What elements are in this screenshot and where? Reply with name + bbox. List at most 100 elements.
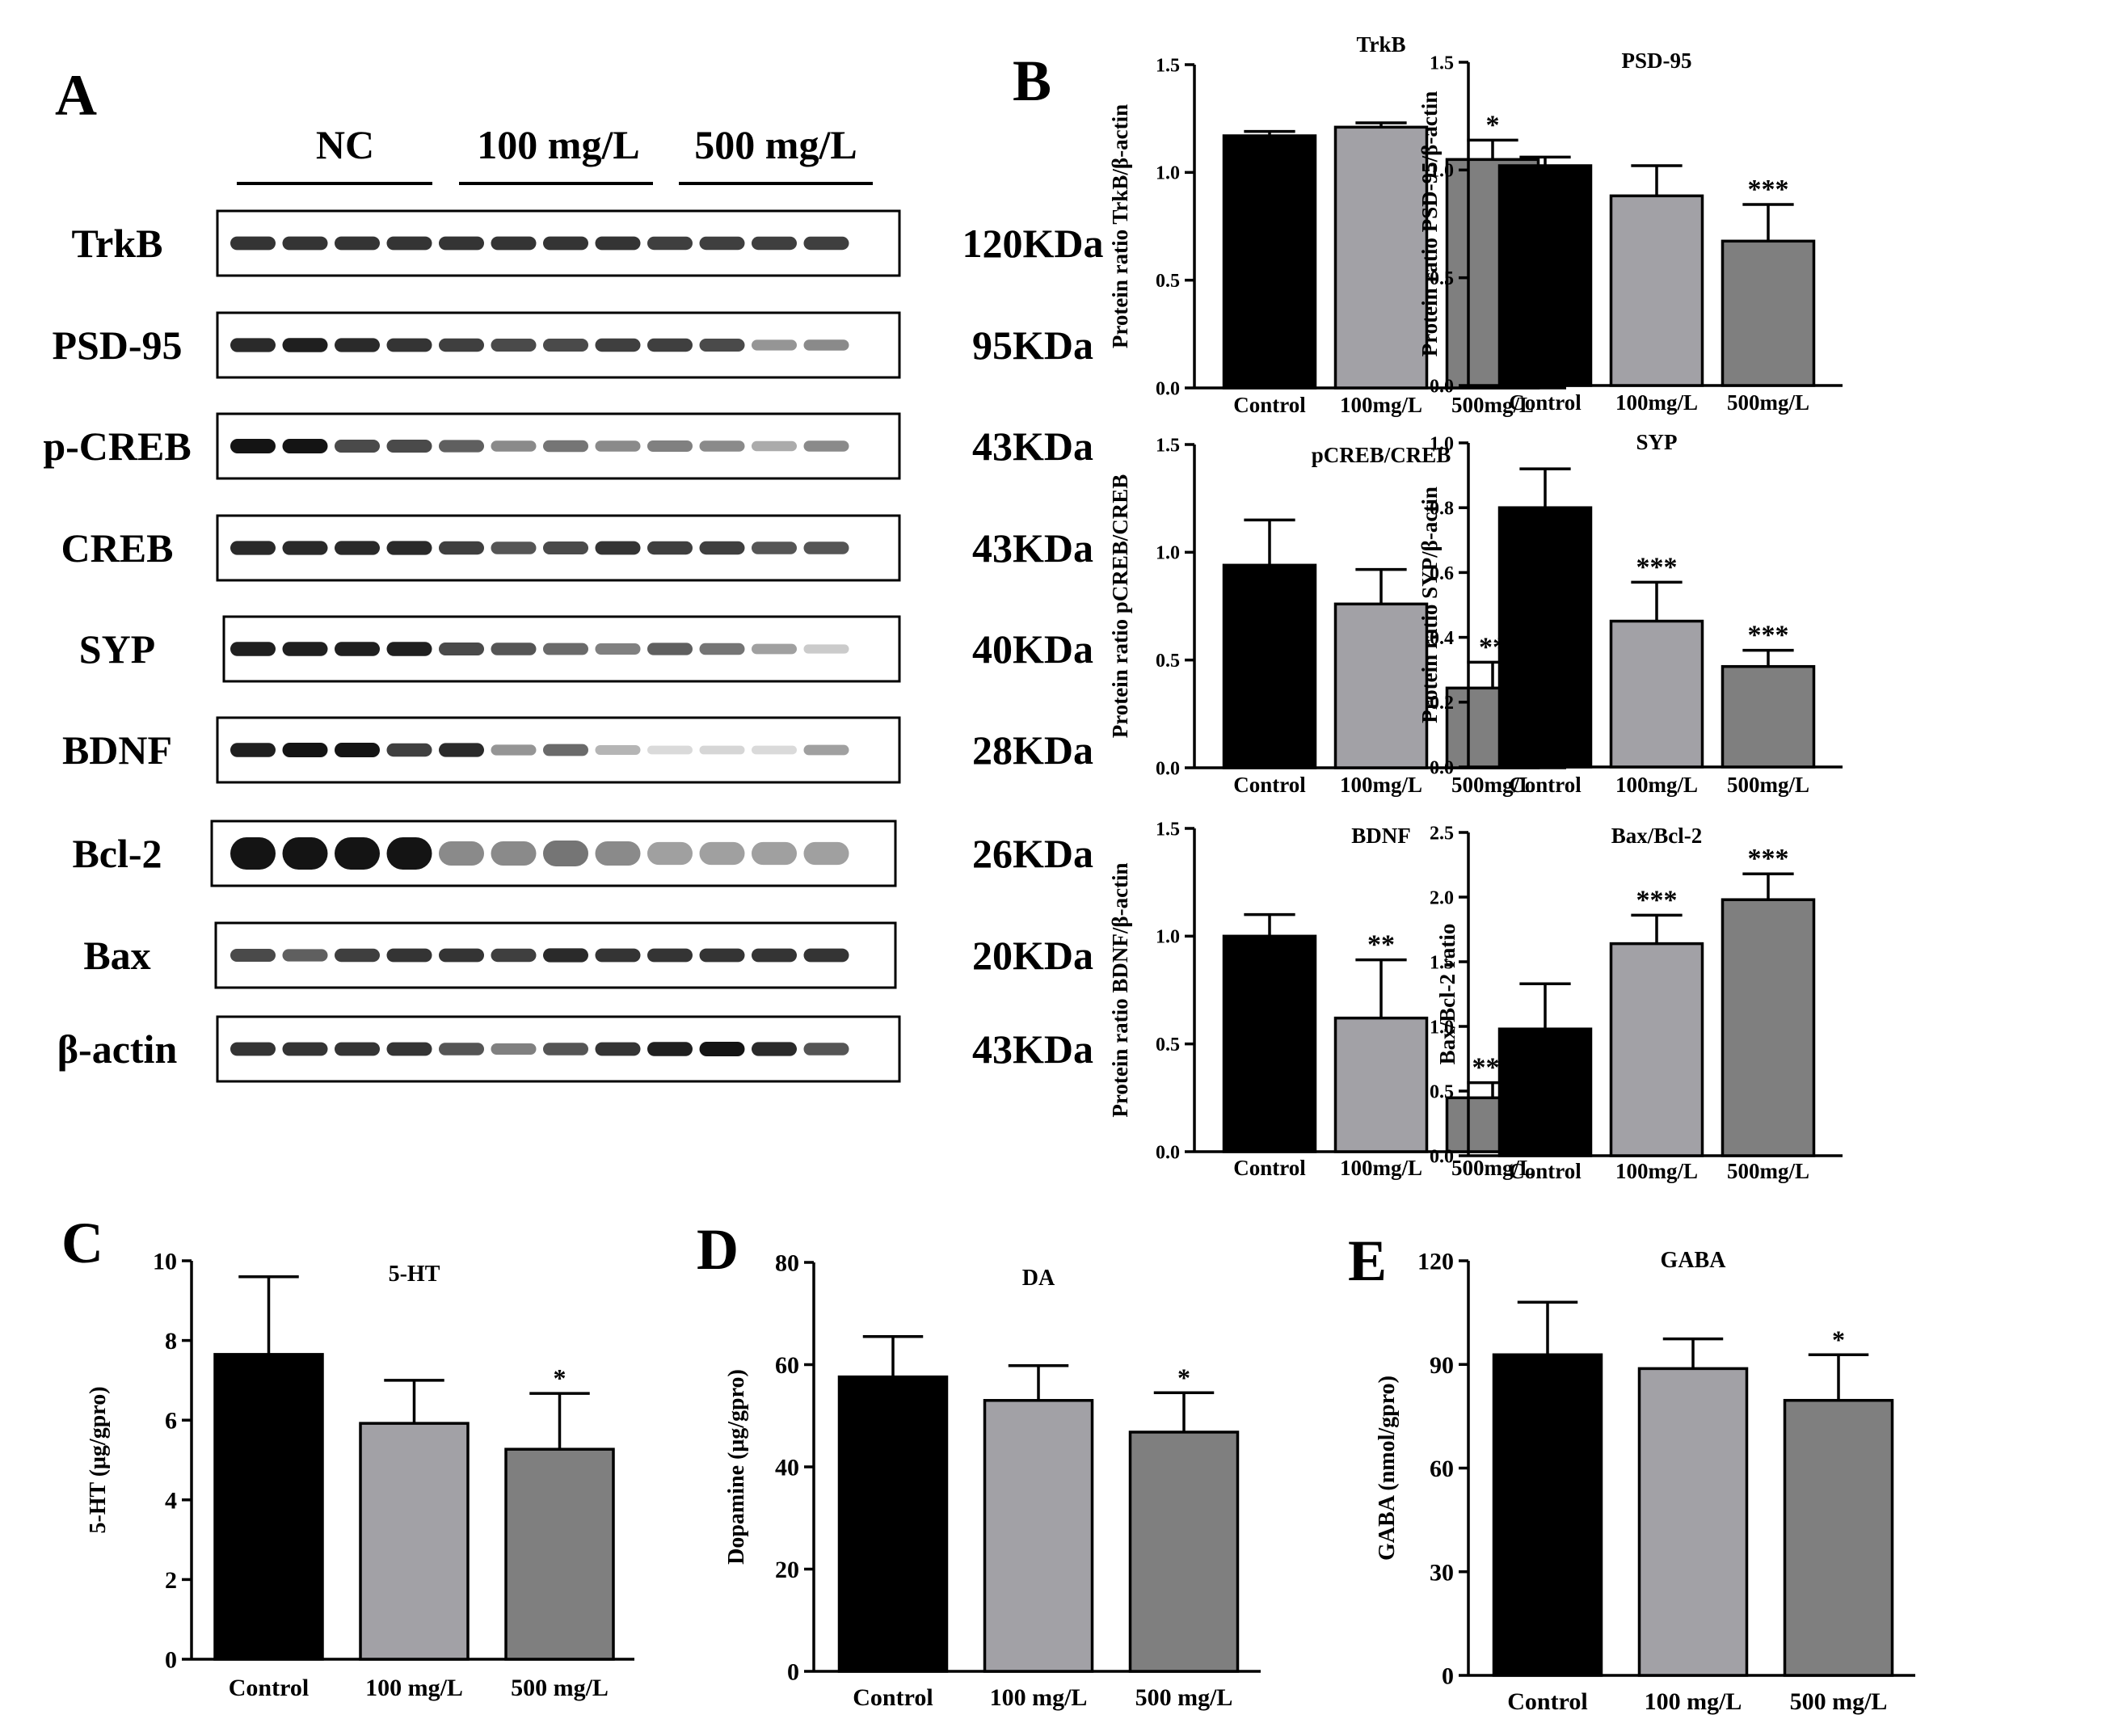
blot-row: BDNF 28KDa bbox=[62, 716, 1093, 784]
x-category-label: Control bbox=[1509, 773, 1582, 797]
y-tick-label: 2.0 bbox=[1430, 887, 1454, 908]
y-tick-label: 1.0 bbox=[1156, 543, 1180, 564]
y-tick-label: 0.4 bbox=[1430, 628, 1454, 649]
blot-band bbox=[439, 236, 484, 251]
y-tick-label: 0.5 bbox=[1156, 651, 1180, 672]
blot-row: CREB 43KDa bbox=[61, 514, 1093, 582]
x-category-label: 500 mg/L bbox=[1135, 1684, 1233, 1711]
blot-band bbox=[282, 837, 328, 870]
y-tick-label: 80 bbox=[775, 1250, 799, 1277]
significance-label: * bbox=[1486, 110, 1500, 140]
blot-band bbox=[282, 642, 328, 656]
blot-band bbox=[595, 541, 641, 555]
blot-band bbox=[595, 440, 641, 452]
blot-band bbox=[595, 948, 641, 963]
x-category-label: 500mg/L bbox=[1727, 390, 1809, 415]
blot-protein-label: CREB bbox=[61, 525, 174, 571]
blot-band bbox=[647, 841, 693, 866]
blot-band bbox=[803, 1043, 849, 1056]
blot-size-label: 26KDa bbox=[972, 831, 1093, 876]
x-category-label: 100mg/L bbox=[1615, 390, 1698, 415]
y-axis-label: Protein ratio BDNF/β-actin bbox=[1108, 862, 1132, 1117]
blot-band bbox=[335, 236, 380, 251]
y-tick-label: 2 bbox=[165, 1567, 177, 1594]
chart-title: PSD-95 bbox=[1622, 48, 1692, 73]
blot-band bbox=[543, 541, 588, 554]
blot-row: β-actin 43KDa bbox=[57, 1015, 1093, 1083]
blot-protein-label: β-actin bbox=[57, 1026, 178, 1072]
blot-band bbox=[803, 236, 849, 251]
significance-label: * bbox=[1177, 1363, 1190, 1392]
x-category-label: 500 mg/L bbox=[1790, 1688, 1888, 1715]
blot-row: PSD-95 95KDa bbox=[52, 311, 1093, 379]
blot-band bbox=[647, 338, 693, 352]
blot-band bbox=[491, 841, 537, 866]
significance-label: *** bbox=[1636, 885, 1678, 915]
blot-size-label: 43KDa bbox=[972, 1026, 1093, 1072]
blot-band bbox=[699, 745, 745, 755]
chart-serotonin: 0 2 4 6 8 10 5-HT 5-HT (μg/gpro) Control 100 mg/L… bbox=[86, 1249, 634, 1701]
chart-title: Bax/Bcl-2 bbox=[1611, 824, 1703, 848]
bar bbox=[1497, 164, 1593, 387]
blot-band bbox=[335, 948, 380, 963]
blot-band bbox=[230, 541, 276, 555]
y-tick-label: 0.0 bbox=[1430, 376, 1454, 397]
blot-band bbox=[543, 1043, 588, 1056]
bar bbox=[1721, 898, 1816, 1157]
blot-band bbox=[803, 440, 849, 452]
blot-band bbox=[752, 236, 797, 251]
y-axis-label: GABA (nmol/gpro) bbox=[1375, 1376, 1400, 1561]
blot-band bbox=[230, 1042, 276, 1056]
western-blot-panel: NC 100 mg/L 500 mg/L TrkB 120KDa PSD-95 95K… bbox=[43, 122, 1104, 1083]
blot-band bbox=[699, 339, 745, 352]
panel-letter-a: A bbox=[55, 63, 97, 128]
blot-band bbox=[282, 1042, 328, 1056]
x-category-label: 500mg/L bbox=[1451, 393, 1534, 417]
blot-band bbox=[803, 644, 849, 654]
chart-title: GABA bbox=[1661, 1248, 1727, 1273]
blot-band bbox=[491, 948, 537, 963]
bar bbox=[504, 1447, 615, 1661]
blot-band bbox=[699, 948, 745, 963]
y-tick-label: 0.6 bbox=[1430, 563, 1454, 584]
bar bbox=[1222, 563, 1317, 769]
blot-band bbox=[386, 948, 432, 963]
blot-band bbox=[491, 643, 537, 655]
x-category-label: Control bbox=[1509, 390, 1582, 415]
blot-band bbox=[230, 949, 276, 962]
blot-band bbox=[439, 440, 484, 453]
blot-band bbox=[282, 949, 328, 962]
blot-band bbox=[543, 236, 588, 251]
y-tick-label: 0.5 bbox=[1156, 1034, 1180, 1056]
y-tick-label: 120 bbox=[1417, 1249, 1454, 1275]
panel-letter-e: E bbox=[1348, 1228, 1387, 1293]
x-category-label: 100 mg/L bbox=[1645, 1688, 1742, 1715]
bar bbox=[1333, 602, 1429, 769]
panel-letter-b: B bbox=[1013, 48, 1051, 113]
blot-band bbox=[386, 440, 432, 453]
blot-band bbox=[439, 643, 484, 655]
blot-band bbox=[595, 236, 641, 251]
blot-row: p-CREB 43KDa bbox=[43, 412, 1093, 480]
x-category-label: Control bbox=[1233, 393, 1306, 417]
bar bbox=[213, 1353, 324, 1661]
bar bbox=[1783, 1398, 1894, 1677]
blot-size-label: 43KDa bbox=[972, 423, 1093, 469]
blot-band bbox=[803, 841, 849, 866]
bar bbox=[1492, 1353, 1603, 1677]
bar bbox=[1609, 942, 1704, 1157]
y-tick-label: 4 bbox=[165, 1487, 177, 1514]
bar bbox=[1721, 664, 1816, 769]
y-axis-label: Bax/Bcl-2 ratio bbox=[1435, 924, 1459, 1065]
blot-band bbox=[699, 1042, 745, 1056]
blot-band bbox=[752, 841, 797, 866]
y-axis-label: Protein ratio pCREB/CREB bbox=[1108, 474, 1132, 739]
bar bbox=[1637, 1367, 1749, 1677]
significance-label: ** bbox=[1367, 930, 1395, 960]
chart-baxbcl2: 0.0 0.5 1.0 1.5 2.0 2.5 Bax/Bcl-2 Bax/Bcl-2 rat… bbox=[1430, 823, 1843, 1183]
blot-band bbox=[699, 643, 745, 655]
y-tick-label: 6 bbox=[165, 1408, 177, 1435]
group-label-nc: NC bbox=[316, 122, 374, 167]
y-tick-label: 1.5 bbox=[1156, 819, 1180, 840]
blot-protein-label: TrkB bbox=[72, 221, 163, 266]
